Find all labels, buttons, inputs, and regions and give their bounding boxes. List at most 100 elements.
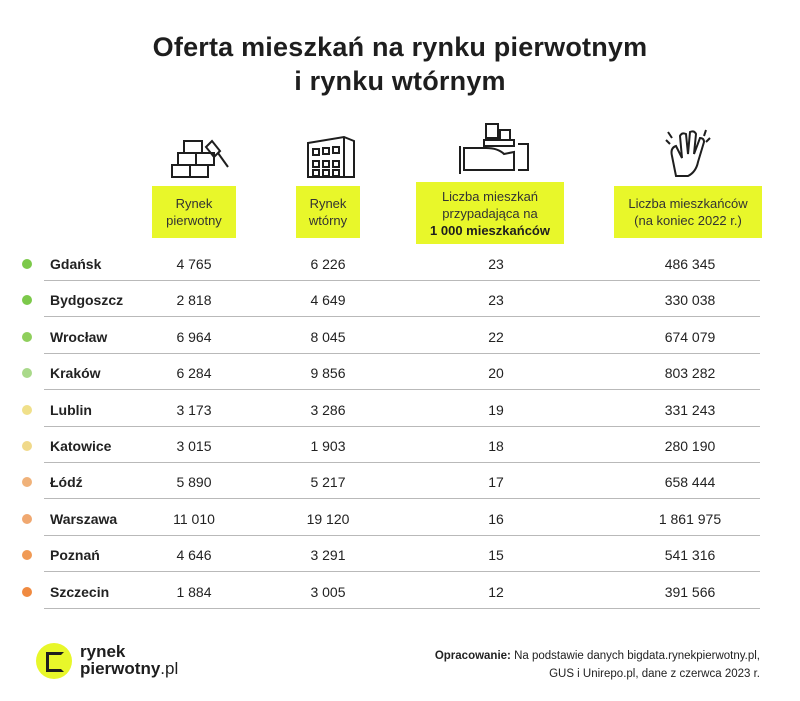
hand-holding-buildings-icon [459,123,529,174]
row-marker-dot [22,586,32,597]
city-name: Lublin [50,401,92,418]
row-marker-dot [22,441,32,451]
cell-primary: 5 890 [176,474,212,491]
bricks-trowel-icon [171,139,229,178]
row-marker-dot [22,368,32,379]
row-divider [44,280,760,281]
header-per-1000-line1: Liczba mieszkań [441,188,539,204]
cell-secondary: 19 120 [306,510,350,527]
logo-text: rynek pierwotny.pl [80,643,178,677]
cell-population: 280 190 [664,438,716,454]
source-text-2: GUS i Unirepo.pl, dane z czerwca 2023 r. [549,668,760,680]
cell-per-1000: 20 [488,365,504,382]
cell-secondary: 4 649 [310,292,346,309]
table-row: Poznań 4 646 3 291 15 541 316 [0,536,800,573]
cell-per-1000: 19 [488,401,504,418]
row-divider [44,571,760,573]
cell-population: 330 038 [664,292,716,309]
row-marker-dot [22,550,32,561]
table-row: Gdańsk 4 765 6 226 23 486 345 [0,245,800,281]
cell-per-1000: 23 [488,256,504,272]
cell-primary: 11 010 [173,510,215,527]
table-row: Kraków 6 284 9 856 20 803 282 [0,354,800,391]
row-divider [44,607,760,609]
cell-primary: 1 884 [176,583,212,600]
table-row: Katowice 3 015 1 903 18 280 190 [0,427,800,463]
city-name: Bydgoszcz [50,292,124,309]
waving-hand-icon [665,129,711,177]
row-marker-dot [22,295,32,306]
cell-per-1000: 12 [488,583,504,600]
cell-primary: 2 818 [176,292,212,309]
city-name: Katowice [50,438,112,454]
title-line-1: Oferta mieszkań na rynku pierwotnym [152,32,648,62]
logo-mark-icon [36,643,72,679]
cell-per-1000: 17 [488,474,504,491]
header-primary-line1: Rynek [175,196,213,211]
row-divider [44,389,760,391]
source-text-1: Na podstawie danych bigdata.rynekpierwot… [510,650,760,662]
apartment-building-icon [307,135,355,178]
cell-primary: 3 173 [176,401,212,418]
city-name: Poznań [50,547,100,564]
header-per-1000: Liczba mieszkań przypadająca na 1 000 mi… [416,182,564,244]
cell-per-1000: 22 [488,328,504,345]
row-divider [44,316,760,318]
logo-line2: pierwotny [80,659,161,678]
cell-population: 391 566 [664,583,716,600]
row-marker-dot [22,331,32,342]
city-name: Warszawa [50,510,118,527]
cell-primary: 6 284 [176,365,212,382]
city-name: Gdańsk [50,256,102,272]
city-name: Łódź [50,474,83,491]
row-divider [44,425,760,427]
cell-population: 803 282 [664,365,716,382]
table-row: Warszawa 11 010 19 120 16 1 861 975 [0,500,800,536]
cell-per-1000: 15 [488,547,504,564]
table-row: Lublin 3 173 3 286 19 331 243 [0,391,800,427]
cell-population: 658 444 [664,474,716,491]
cell-population: 674 079 [664,328,716,345]
source-note: Opracowanie: Na podstawie danych bigdata… [380,647,760,683]
row-marker-dot [22,513,32,524]
logo-suffix: .pl [160,659,179,678]
cell-secondary: 3 005 [310,583,346,600]
cell-primary: 3 015 [176,438,212,454]
header-secondary-line1: Rynek [309,196,347,211]
source-label: Opracowanie: [434,650,511,662]
title-line-2: i rynku wtórnym [294,66,506,96]
cell-secondary: 1 903 [310,438,346,454]
table-row: Wrocław 6 964 8 045 22 674 079 [0,318,800,354]
cell-primary: 4 765 [176,256,212,272]
cell-primary: 6 964 [176,328,212,345]
chart-title: Oferta mieszkań na rynku pierwotnym i ry… [0,30,800,98]
city-name: Szczecin [50,583,110,600]
table-row: Łódź 5 890 5 217 17 658 444 [0,463,800,500]
cell-secondary: 6 226 [310,256,346,272]
row-divider [44,534,760,536]
cell-per-1000: 23 [488,292,504,309]
row-divider [44,352,760,354]
row-marker-dot [22,259,32,269]
table-row: Szczecin 1 884 3 005 12 391 566 [0,573,800,609]
cell-population: 331 243 [664,401,716,418]
cell-per-1000: 16 [488,510,504,527]
header-population-line1: Liczba mieszkańców [628,196,748,211]
cell-population: 486 345 [664,256,716,272]
cell-secondary: 9 856 [310,365,346,382]
cell-secondary: 3 286 [310,401,346,418]
header-primary-line2: pierwotny [166,213,222,228]
cell-secondary: 5 217 [310,474,346,491]
cell-per-1000: 18 [488,438,504,454]
row-divider [44,462,760,463]
header-per-1000-line3: 1 000 mieszkańców [430,222,550,238]
logo-line1: rynek [80,642,126,661]
row-marker-dot [22,404,32,415]
header-primary: Rynek pierwotny [152,186,236,238]
cell-population: 1 861 975 [658,510,722,527]
row-marker-dot [22,477,32,488]
row-divider [44,498,760,500]
cell-secondary: 3 291 [310,547,346,564]
cell-secondary: 8 045 [310,328,346,345]
header-secondary-line2: wtórny [308,213,348,228]
